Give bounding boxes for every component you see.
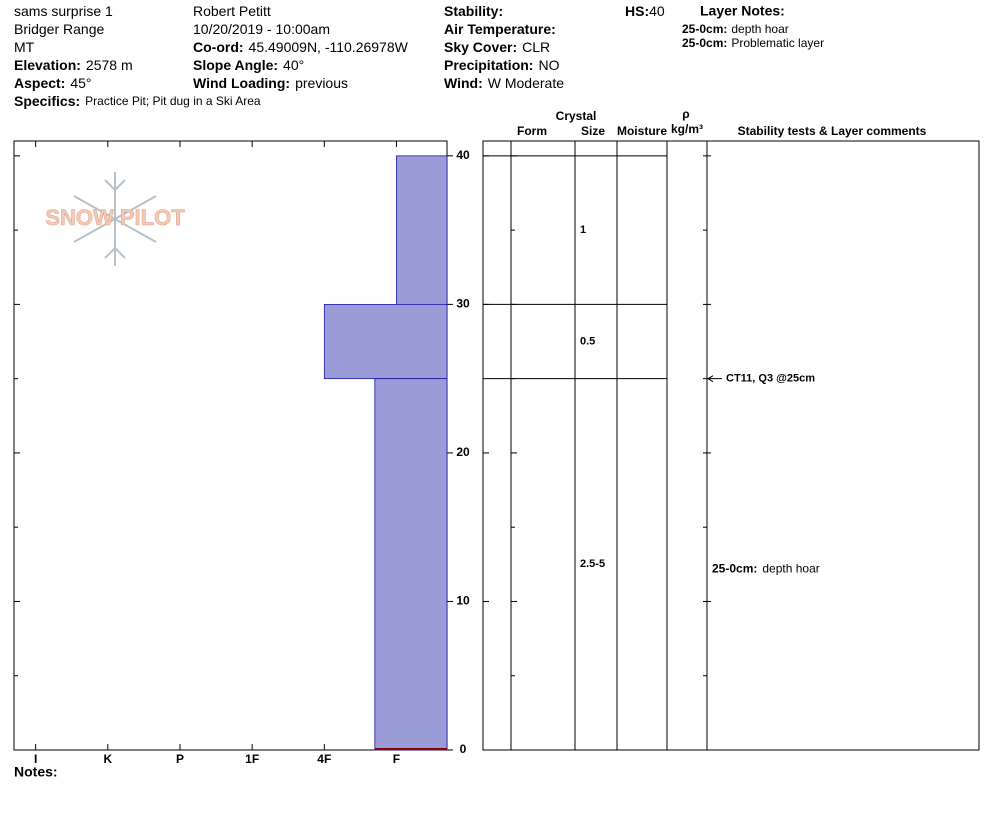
logo-flake (73, 172, 157, 266)
field-value: 45.49009N, -110.26978W (249, 39, 409, 55)
column-header: Moisture (617, 124, 667, 138)
layer-note-label: 25-0cm: (682, 22, 727, 36)
field-label: Elevation: (14, 57, 81, 73)
field-label: Sky Cover: (444, 39, 517, 55)
layer-note-value: Problematic layer (731, 36, 824, 50)
hardness-layer (374, 378, 448, 751)
layer-comment: 25-0cm: depth hoar (712, 562, 820, 576)
header-field: Robert Petitt (193, 3, 271, 19)
field-value: 45° (70, 75, 91, 91)
field-text: Bridger Range (14, 21, 104, 37)
column-header: Crystal (556, 109, 597, 123)
header-field: Wind Loading: previous (193, 75, 348, 91)
field-label: Wind: (444, 75, 483, 91)
header-field: Aspect: 45° (14, 75, 92, 91)
layer-note: 25-0cm: Problematic layer (682, 36, 824, 50)
comment-text: depth hoar (762, 562, 819, 576)
field-value: W Moderate (488, 75, 564, 91)
column-header: ρ (682, 107, 689, 121)
x-tick-label: F (393, 752, 400, 766)
header-field: Air Temperature: (444, 21, 556, 37)
hs-field: HS:40 (625, 3, 665, 19)
test-label: CT11, Q3 @25cm (726, 373, 815, 385)
x-tick-label: 1F (245, 752, 259, 766)
field-text: 10/20/2019 - 10:00am (193, 21, 330, 37)
crystal-size: 0.5 (580, 335, 595, 347)
field-label: Precipitation: (444, 57, 533, 73)
field-label: Slope Angle: (193, 57, 278, 73)
field-label: Aspect: (14, 75, 65, 91)
header-field: Slope Angle: 40° (193, 57, 304, 73)
notes-label: Notes: (14, 764, 58, 780)
table-frame (482, 140, 980, 751)
header-field: Co-ord: 45.49009N, -110.26978W (193, 39, 409, 55)
field-value: NO (538, 57, 559, 73)
header-field: sams surprise 1 (14, 3, 113, 19)
column-header: kg/m³ (671, 122, 703, 136)
hardness-layer (396, 155, 448, 305)
x-tick-label: P (176, 752, 184, 766)
header-field: Specifics: Practice Pit; Pit dug in a Ski… (14, 93, 261, 109)
field-value: CLR (522, 39, 550, 55)
field-value: previous (295, 75, 348, 91)
y-tick-label: 40 (456, 148, 470, 162)
header-field: Elevation: 2578 m (14, 57, 133, 73)
x-tick-label: K (103, 752, 112, 766)
x-tick-label: 4F (317, 752, 331, 766)
header-field: Stability: (444, 3, 503, 19)
header-field: Precipitation: NO (444, 57, 560, 73)
y-tick-label: 30 (456, 297, 470, 311)
field-value: 40° (283, 57, 304, 73)
field-text: sams surprise 1 (14, 3, 113, 19)
header-field: 10/20/2019 - 10:00am (193, 21, 330, 37)
y-tick-label: 0 (460, 742, 467, 756)
layer-note-value: depth hoar (731, 22, 788, 36)
layer-note: 25-0cm: depth hoar (682, 22, 789, 36)
test-arrow (707, 375, 722, 383)
x-tick-label: I (34, 752, 37, 766)
crystal-size: 2.5-5 (580, 558, 605, 570)
field-label: Specifics: (14, 93, 80, 109)
field-value: 2578 m (86, 57, 133, 73)
column-header: Form (517, 124, 547, 138)
header-field: Bridger Range (14, 21, 104, 37)
column-header: Size (581, 124, 605, 138)
field-label: Co-ord: (193, 39, 244, 55)
header-field: MT (14, 39, 35, 55)
logo-text: SNOW PILOT (45, 205, 185, 230)
field-label: Air Temperature: (444, 21, 556, 37)
layer-notes-title: Layer Notes: (700, 3, 785, 19)
y-tick-label: 20 (456, 445, 470, 459)
y-tick-label: 10 (456, 594, 470, 608)
field-text: MT (14, 39, 35, 55)
header-field: Sky Cover: CLR (444, 39, 550, 55)
field-value: Practice Pit; Pit dug in a Ski Area (85, 94, 261, 108)
hs-value: 40 (649, 3, 665, 19)
column-header: Stability tests & Layer comments (738, 124, 927, 138)
crystal-size: 1 (580, 224, 586, 236)
header-field: Wind: W Moderate (444, 75, 564, 91)
hs-label: HS: (625, 3, 649, 19)
field-label: Wind Loading: (193, 75, 290, 91)
layer-note-label: 25-0cm: (682, 36, 727, 50)
field-label: Stability: (444, 3, 503, 19)
hardness-layer (323, 303, 448, 380)
field-text: Robert Petitt (193, 3, 271, 19)
table-columns (510, 141, 708, 750)
comment-label: 25-0cm: (712, 562, 757, 576)
